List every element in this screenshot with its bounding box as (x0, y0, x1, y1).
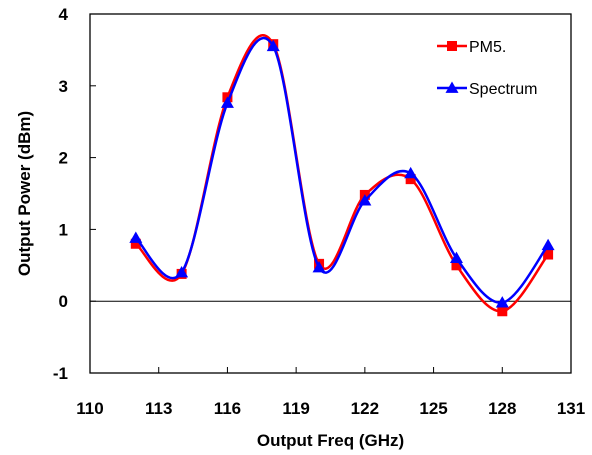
legend-item: PM5. (437, 39, 506, 56)
y-tick-label: 0 (59, 292, 68, 311)
series-line (134, 34, 550, 313)
series-layer (129, 34, 555, 317)
data-point (266, 39, 280, 52)
legend-item: Spectrum (437, 81, 537, 98)
data-point (405, 174, 416, 185)
series-triangle (129, 36, 555, 308)
data-point (495, 296, 509, 308)
data-point (497, 306, 508, 317)
x-tick-label: 119 (282, 399, 309, 418)
x-tick-label: 113 (145, 399, 172, 418)
data-point (129, 231, 143, 243)
legend-marker (447, 41, 457, 51)
tick-layer: -1 0 1 2 3 4 110 113 116 119 122 125 128 131 (53, 5, 585, 418)
data-point (220, 96, 234, 108)
data-point (449, 251, 463, 263)
x-tick-label: 131 (557, 399, 585, 418)
x-axis-title: Output Freq (GHz) (257, 431, 404, 450)
y-axis-title: Output Power (dBm) (15, 111, 34, 276)
series-square (130, 34, 554, 317)
y-tick-label: 2 (59, 149, 68, 168)
x-tick-label: 122 (351, 399, 379, 418)
series-line (134, 36, 550, 304)
legend-marker (445, 81, 459, 93)
data-point (541, 238, 555, 251)
x-tick-label: 128 (488, 399, 516, 418)
data-point (175, 265, 189, 278)
y-tick-label: 3 (59, 77, 68, 96)
plot-border (89, 13, 572, 374)
legend: PM5. Spectrum (437, 39, 537, 98)
data-point (358, 194, 372, 206)
data-point (451, 260, 462, 271)
legend-label: Spectrum (469, 81, 537, 98)
data-point (404, 166, 418, 179)
legend-label: PM5. (469, 39, 506, 56)
x-tick-label: 116 (214, 399, 241, 418)
x-tick-label: 110 (76, 399, 103, 418)
y-tick-label: 1 (59, 220, 68, 239)
y-tick-label: 4 (59, 5, 69, 24)
data-point (130, 238, 141, 249)
data-point (312, 260, 326, 273)
x-tick-label: 125 (419, 399, 447, 418)
data-point (543, 249, 554, 260)
y-tick-label: -1 (53, 364, 68, 383)
plot-frame (89, 13, 572, 374)
